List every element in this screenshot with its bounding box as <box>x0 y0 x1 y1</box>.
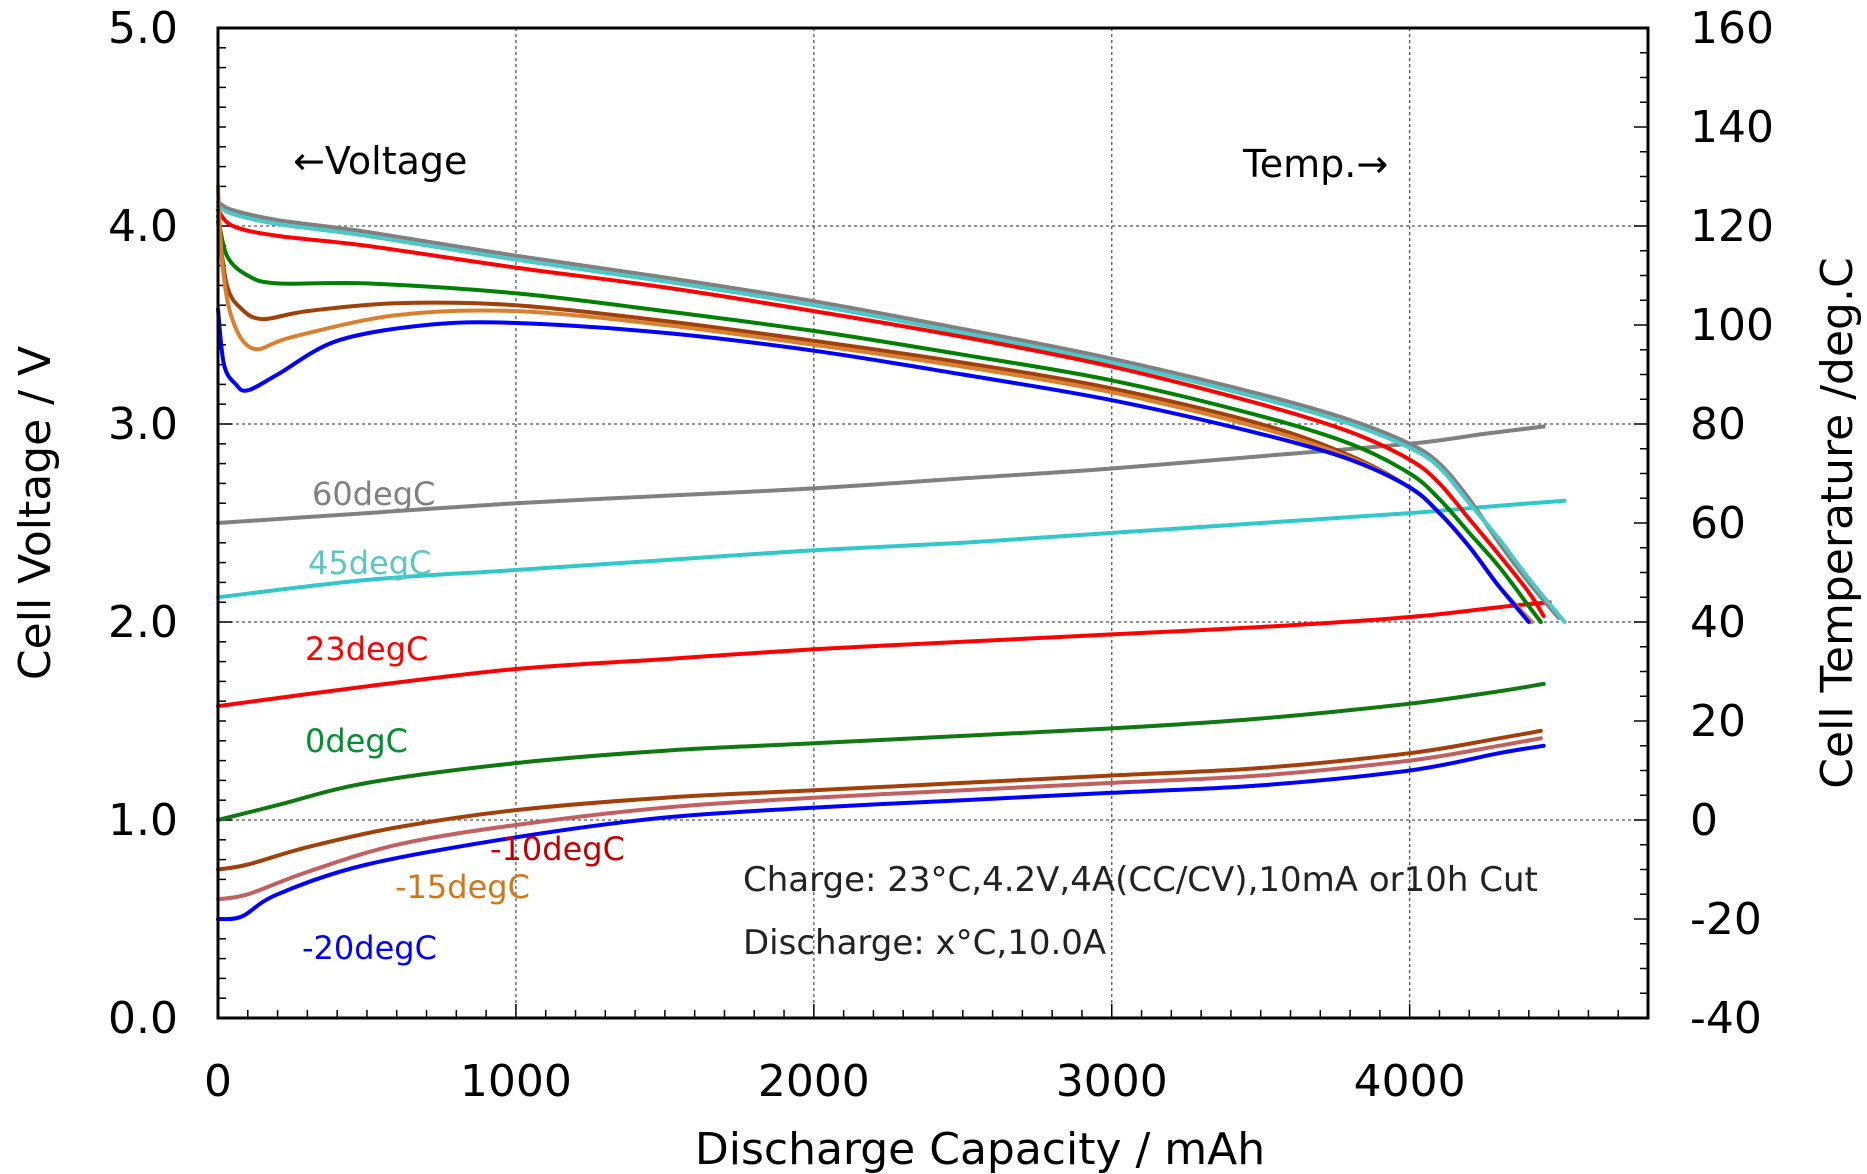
x-tick-label: 3000 <box>1056 1056 1168 1107</box>
y-tick-label: 2.0 <box>108 597 178 648</box>
y2-tick-label: 40 <box>1690 597 1746 648</box>
y-tick-label: 5.0 <box>108 3 178 54</box>
y-tick-labels: 0.0 1.0 2.0 3.0 4.0 5.0 <box>108 3 178 1044</box>
temperature-line-sm10 <box>216 728 1543 872</box>
label-minus15degc: -15degC <box>395 868 530 906</box>
y2-tick-label: 160 <box>1690 3 1774 54</box>
temperature-line-sm15 <box>216 736 1543 902</box>
temp-arrow-annotation: Temp.→ <box>1242 142 1388 186</box>
y-tick-label: 4.0 <box>108 201 178 252</box>
y2-tick-label: 140 <box>1690 102 1774 153</box>
voltage-lines <box>216 184 1567 624</box>
label-23degc: 23degC <box>305 630 428 668</box>
label-0degc: 0degC <box>305 722 408 760</box>
temperature-lines <box>216 424 1567 922</box>
voltage-line-s60 <box>216 200 1561 620</box>
label-45degc: 45degC <box>308 544 431 582</box>
y2-tick-labels: -40 -20 0 20 40 60 80 100 120 140 160 <box>1690 3 1774 1044</box>
label-minus10degc: -10degC <box>490 830 625 868</box>
y-tick-label: 1.0 <box>108 795 178 846</box>
y2-axis-title: Cell Temperature /deg.C <box>1812 257 1863 788</box>
temperature-line-s45 <box>216 498 1567 600</box>
y2-tick-label: 80 <box>1690 399 1746 450</box>
charge-note: Charge: 23°C,4.2V,4A(CC/CV),10mA or10h C… <box>743 860 1538 900</box>
y2-tick-label: -40 <box>1690 993 1762 1044</box>
y2-tick-label: -20 <box>1690 894 1762 945</box>
y2-tick-label: 20 <box>1690 696 1746 747</box>
y2-tick-label: 0 <box>1690 795 1718 846</box>
temperature-line-s23 <box>216 600 1552 709</box>
grid-lines <box>218 28 1648 1018</box>
x-tick-label: 0 <box>204 1056 232 1107</box>
y-tick-label: 3.0 <box>108 399 178 450</box>
discharge-note: Discharge: x°C,10.0A <box>743 923 1106 963</box>
label-minus20degc: -20degC <box>302 929 437 967</box>
y-axis-title: Cell Voltage / V <box>10 346 61 680</box>
y2-tick-label: 100 <box>1690 300 1774 351</box>
voltage-line-s45 <box>216 204 1567 624</box>
temperature-line-s60 <box>216 424 1546 525</box>
voltage-line-sm20 <box>216 307 1531 624</box>
temperature-line-s0 <box>216 681 1546 822</box>
x-tick-label: 1000 <box>460 1056 572 1107</box>
x-axis-title: Discharge Capacity / mAh <box>695 1124 1265 1174</box>
label-60degc: 60degC <box>312 475 435 513</box>
x-tick-labels: 0 1000 2000 3000 4000 <box>204 1056 1466 1107</box>
plot-frame <box>216 26 1650 1020</box>
y2-tick-label: 60 <box>1690 498 1746 549</box>
x-tick-label: 2000 <box>758 1056 870 1107</box>
voltage-line-s23 <box>216 208 1546 619</box>
y2-tick-label: 120 <box>1690 201 1774 252</box>
y-tick-label: 0.0 <box>108 993 178 1044</box>
voltage-line-s0 <box>216 214 1543 624</box>
x-tick-label: 4000 <box>1354 1056 1466 1107</box>
voltage-arrow-annotation: ←Voltage <box>293 139 467 183</box>
temperature-line-sm20 <box>216 743 1546 922</box>
